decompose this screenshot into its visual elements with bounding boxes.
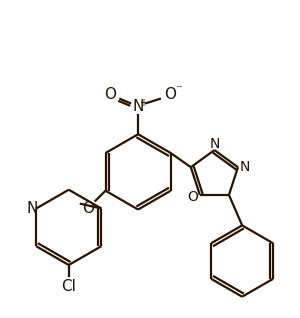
- Text: O: O: [164, 87, 176, 102]
- Text: O: O: [82, 201, 94, 216]
- Text: Cl: Cl: [61, 279, 76, 294]
- Text: N: N: [209, 137, 220, 151]
- Text: ⁻: ⁻: [176, 83, 182, 96]
- Text: N: N: [132, 99, 144, 114]
- Text: N: N: [240, 160, 250, 174]
- Text: +: +: [139, 98, 147, 107]
- Text: N: N: [26, 201, 38, 216]
- Text: O: O: [188, 190, 198, 204]
- Text: O: O: [104, 87, 116, 102]
